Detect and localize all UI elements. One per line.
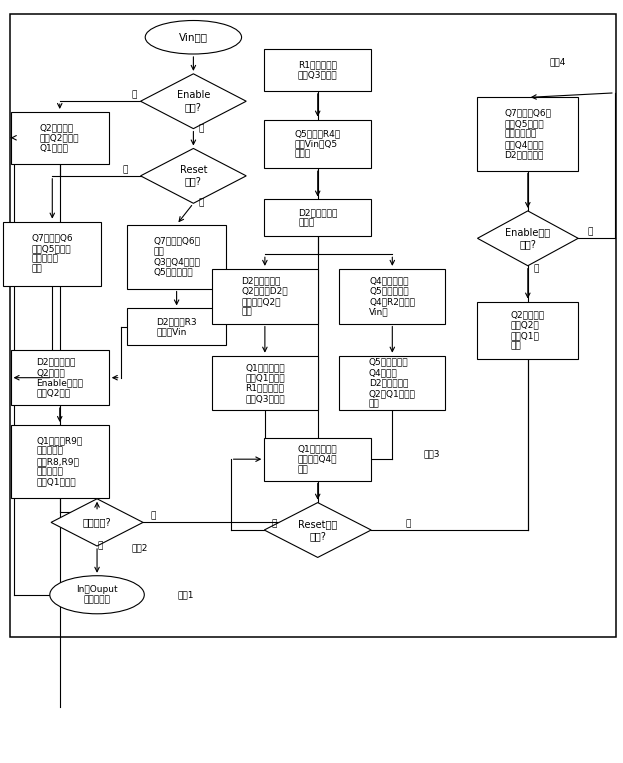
Polygon shape: [477, 211, 578, 266]
Text: 是: 是: [199, 198, 204, 207]
Text: Reset信号
置低?: Reset信号 置低?: [298, 519, 337, 541]
Text: 否: 否: [122, 166, 128, 174]
Text: Q5基极被R4上
拉到Vin，Q5
导通；: Q5基极被R4上 拉到Vin，Q5 导通；: [295, 129, 341, 159]
Text: 否: 否: [587, 227, 592, 237]
Text: Q2栅极被拉
高，Q2开
通；Q1开
通；: Q2栅极被拉 高，Q2开 通；Q1开 通；: [511, 311, 545, 350]
Text: Reset
置高?: Reset 置高?: [179, 165, 207, 187]
Text: 是: 是: [534, 264, 540, 273]
Text: Enable信号
置高?: Enable信号 置高?: [505, 227, 550, 249]
Text: Vin上电: Vin上电: [179, 32, 208, 42]
Text: 工况3: 工况3: [423, 449, 440, 459]
FancyBboxPatch shape: [212, 356, 318, 410]
Polygon shape: [51, 499, 143, 546]
Text: 否: 否: [97, 542, 103, 551]
Text: 是: 是: [150, 512, 156, 521]
Text: D2阳极被下拉
到地；: D2阳极被下拉 到地；: [298, 208, 338, 227]
Text: Q7关断，Q6开
通，Q5基极被
下拉到地，关
断；Q4关断；
D2反偏截止；: Q7关断，Q6开 通，Q5基极被 下拉到地，关 断；Q4关断； D2反偏截止；: [505, 108, 551, 159]
FancyBboxPatch shape: [477, 301, 578, 359]
FancyBboxPatch shape: [127, 308, 226, 345]
FancyBboxPatch shape: [3, 221, 102, 285]
Text: Q7导通，Q6不
通；
Q3，Q4不通；
Q5反偏截止；: Q7导通，Q6不 通； Q3，Q4不通； Q5反偏截止；: [153, 237, 200, 277]
FancyBboxPatch shape: [11, 112, 109, 164]
Text: Q1栅极电位上
升，Q1关断；
R1两端压降下
降，Q3截止；: Q1栅极电位上 升，Q1关断； R1两端压降下 降，Q3截止；: [245, 363, 285, 403]
FancyBboxPatch shape: [264, 49, 371, 91]
FancyBboxPatch shape: [340, 356, 445, 410]
Text: 否: 否: [131, 91, 137, 100]
Text: 是: 是: [405, 520, 411, 529]
FancyBboxPatch shape: [340, 269, 445, 324]
Text: In到Ouput
保持通路；: In到Ouput 保持通路；: [76, 585, 118, 604]
Text: D2正偏导通，
Q2栅极被D2偏
置到地，Q2关
断；: D2正偏导通， Q2栅极被D2偏 置到地，Q2关 断；: [242, 276, 288, 317]
FancyBboxPatch shape: [127, 224, 226, 288]
FancyBboxPatch shape: [11, 425, 109, 498]
Text: D2反偏截止；
Q2栅极由
Enable信号控
制，Q2开通: D2反偏截止； Q2栅极由 Enable信号控 制，Q2开通: [36, 358, 83, 398]
Text: 工况1: 工况1: [178, 591, 194, 599]
Text: Q1关断，且关
断状态被Q4锁
存；: Q1关断，且关 断状态被Q4锁 存；: [298, 444, 338, 474]
Polygon shape: [141, 149, 246, 203]
Text: Enable
置高?: Enable 置高?: [177, 91, 210, 112]
FancyBboxPatch shape: [212, 269, 318, 324]
Ellipse shape: [50, 576, 145, 613]
Text: 发生过流?: 发生过流?: [83, 517, 112, 527]
Text: 工况4: 工况4: [549, 57, 566, 66]
Text: R1两端压降增
大，Q3导通；: R1两端压降增 大，Q3导通；: [298, 60, 338, 79]
Text: 否: 否: [272, 520, 277, 529]
FancyBboxPatch shape: [264, 199, 371, 236]
Text: Q2栅极被拉
低，Q2关断；
Q1关断；: Q2栅极被拉 低，Q2关断； Q1关断；: [40, 123, 80, 153]
Text: 工况2: 工况2: [131, 543, 148, 552]
Text: 是: 是: [198, 124, 204, 134]
Text: Q7不通，Q6
通，Q5基极拉
低，反偏截
止；: Q7不通，Q6 通，Q5基极拉 低，反偏截 止；: [32, 233, 73, 274]
FancyBboxPatch shape: [264, 120, 371, 169]
Text: Q4正偏导通，
Q5的基极通过
Q4被R2上拉到
Vin；: Q4正偏导通， Q5的基极通过 Q4被R2上拉到 Vin；: [369, 276, 416, 317]
Text: D2阳极被R3
上拉到Vin: D2阳极被R3 上拉到Vin: [156, 317, 197, 336]
Ellipse shape: [145, 21, 242, 54]
FancyBboxPatch shape: [477, 98, 578, 171]
FancyBboxPatch shape: [11, 350, 109, 405]
Text: Q1栅极被R9下
拉到地，源
极被R8,R9分
压偏置为负
压，Q1开通；: Q1栅极被R9下 拉到地，源 极被R8,R9分 压偏置为负 压，Q1开通；: [37, 436, 83, 487]
Polygon shape: [264, 503, 371, 558]
Polygon shape: [141, 74, 246, 129]
Text: Q5导通状态被
Q4锁存；
D2维持正偏；
Q2和Q1维持关
断；: Q5导通状态被 Q4锁存； D2维持正偏； Q2和Q1维持关 断；: [369, 358, 416, 408]
FancyBboxPatch shape: [264, 438, 371, 481]
